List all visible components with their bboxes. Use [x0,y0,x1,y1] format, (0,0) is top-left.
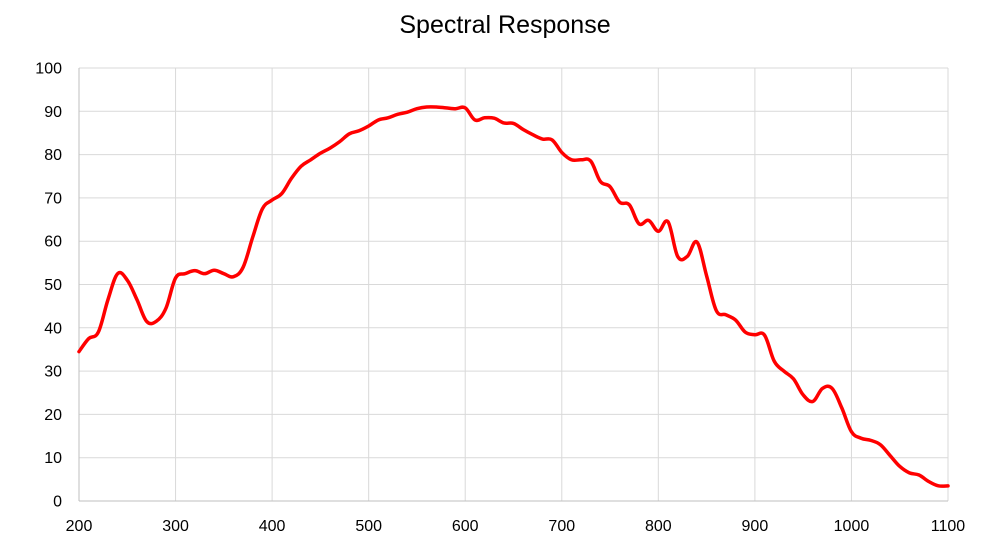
x-tick-label: 800 [645,518,672,535]
series-line [77,105,950,488]
y-tick-label: 30 [44,364,62,381]
x-tick-label: 1100 [931,518,966,535]
chart-title: Spectral Response [399,11,610,39]
x-tick-label: 1000 [834,518,870,535]
y-tick-labels: 0 10 20 30 40 50 60 70 80 90 100 [35,61,62,511]
axes [78,68,948,502]
x-tick-labels: 200 300 400 500 600 700 800 900 1000 1100 [66,518,966,535]
y-tick-label: 20 [44,407,62,424]
x-tick-label: 400 [259,518,286,535]
y-tick-label: 40 [44,320,62,337]
y-tick-label: 80 [44,147,62,164]
x-tick-label: 200 [66,518,93,535]
x-tick-label: 700 [548,518,575,535]
x-tick-label: 900 [742,518,769,535]
y-tick-label: 10 [44,450,62,467]
y-gridlines [79,67,948,459]
series-group [77,105,950,488]
y-tick-label: 90 [44,104,62,121]
y-tick-label: 50 [44,277,62,294]
y-tick-label: 70 [44,190,62,207]
x-tick-label: 500 [355,518,382,535]
y-tick-label: 60 [44,234,62,251]
y-tick-label: 0 [53,494,62,511]
x-tick-label: 600 [452,518,479,535]
x-tick-label: 300 [162,518,189,535]
y-tick-label: 100 [35,61,62,78]
